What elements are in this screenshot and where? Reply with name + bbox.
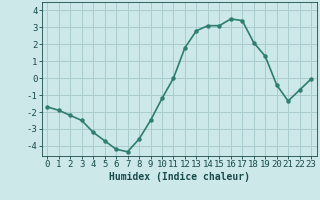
X-axis label: Humidex (Indice chaleur): Humidex (Indice chaleur) xyxy=(109,172,250,182)
